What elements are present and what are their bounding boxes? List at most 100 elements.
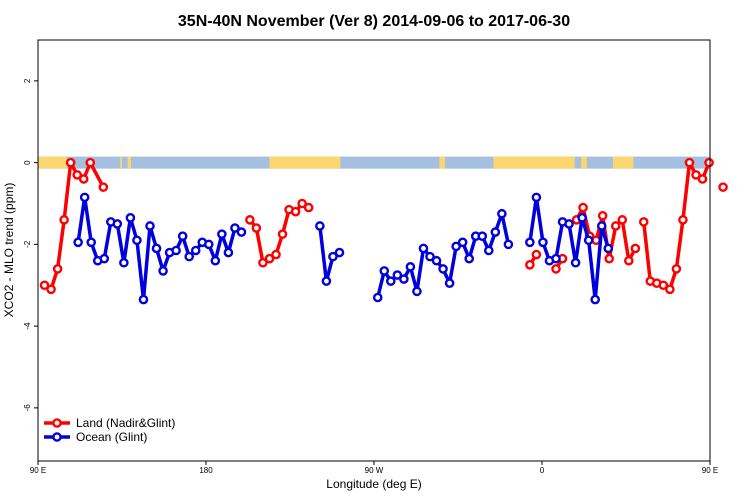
series-layer <box>39 157 728 305</box>
data-point <box>577 213 587 223</box>
data-point <box>277 229 288 239</box>
data-point <box>551 253 561 264</box>
data-point <box>328 251 338 262</box>
data-point <box>604 253 615 264</box>
data-point <box>665 284 675 295</box>
data-point <box>171 245 181 256</box>
data-point <box>444 278 455 288</box>
data-point <box>617 215 628 225</box>
data-point <box>151 243 162 254</box>
x-tick-label: 90 E <box>702 466 718 475</box>
data-point <box>412 286 422 297</box>
data-point <box>372 292 383 303</box>
data-point <box>258 257 268 268</box>
data-point <box>483 245 494 256</box>
data-point <box>551 264 561 274</box>
legend-label: Land (Nadir&Glint) <box>76 416 175 430</box>
data-point <box>98 182 109 192</box>
y-tick-label: 2 <box>23 78 32 83</box>
y-tick-label: 0 <box>23 160 32 165</box>
data-point <box>691 170 701 180</box>
data-point <box>290 206 301 217</box>
data-point <box>132 235 142 246</box>
legend-marker <box>52 418 62 428</box>
chart-title: 35N-40N November (Ver 8) 2014-09-06 to 2… <box>178 13 570 30</box>
y-tick-label: -4 <box>23 322 32 330</box>
data-point <box>245 215 255 225</box>
data-point <box>264 253 275 264</box>
data-point <box>405 262 416 272</box>
data-point <box>630 243 641 254</box>
data-point <box>583 235 594 246</box>
x-axis-label: Longitude (deg E) <box>326 477 421 491</box>
series-ocean <box>73 192 614 305</box>
data-point <box>603 243 614 254</box>
data-point <box>570 257 581 268</box>
data-point <box>203 239 214 250</box>
data-point <box>72 170 82 180</box>
data-point <box>236 227 247 237</box>
y-tick-label: -2 <box>23 240 32 248</box>
x-tick-label: 0 <box>540 466 545 475</box>
data-point <box>99 253 110 264</box>
data-point <box>564 219 574 229</box>
data-point <box>538 237 548 248</box>
y-axis-label: XCO2 - MLO trend (ppm) <box>2 183 16 318</box>
land-band <box>120 156 122 169</box>
land-ocean-mask <box>38 156 710 169</box>
data-point <box>399 274 409 284</box>
data-point <box>138 294 149 305</box>
data-point <box>39 280 50 291</box>
land-band <box>127 156 131 169</box>
land-band <box>493 156 575 169</box>
data-point <box>46 284 56 295</box>
data-point <box>184 251 194 262</box>
data-point <box>457 237 468 248</box>
data-point <box>704 157 714 168</box>
data-point <box>223 247 234 258</box>
land-band <box>269 156 341 169</box>
data-point <box>425 251 435 262</box>
data-point <box>125 213 136 223</box>
data-point <box>85 157 96 168</box>
land-band <box>581 156 587 169</box>
legend-label: Ocean (Glint) <box>76 430 147 444</box>
data-point <box>684 157 695 168</box>
series-land <box>39 157 728 295</box>
land-band <box>38 156 67 169</box>
data-point <box>79 192 90 203</box>
data-point <box>297 198 307 209</box>
y-tick-label: -6 <box>23 404 32 412</box>
data-point <box>392 270 403 280</box>
series-line <box>528 195 610 302</box>
data-point <box>671 264 682 274</box>
x-axis: 90 E 180 90 W 0 90 E <box>30 461 718 475</box>
data-point <box>251 223 262 233</box>
data-point <box>158 266 168 276</box>
data-point <box>464 253 475 264</box>
data-point <box>321 276 332 286</box>
data-point <box>697 174 708 184</box>
data-point <box>52 264 63 274</box>
data-point <box>525 260 535 270</box>
data-point <box>597 210 608 221</box>
data-point <box>531 192 542 203</box>
data-point <box>78 174 89 184</box>
series-line <box>376 211 511 298</box>
data-point <box>210 255 221 266</box>
data-point <box>59 215 69 225</box>
data-point <box>334 247 345 258</box>
data-point <box>477 231 488 241</box>
data-point <box>503 239 514 250</box>
data-point <box>315 221 325 231</box>
data-point <box>624 255 634 266</box>
data-point <box>65 157 76 168</box>
ocean-band <box>38 156 710 169</box>
data-point <box>578 202 588 213</box>
data-point <box>190 245 201 256</box>
data-point <box>145 221 155 231</box>
data-point <box>431 255 442 266</box>
data-point <box>73 237 83 248</box>
y-axis: -6 -4 -2 0 2 <box>23 78 38 411</box>
